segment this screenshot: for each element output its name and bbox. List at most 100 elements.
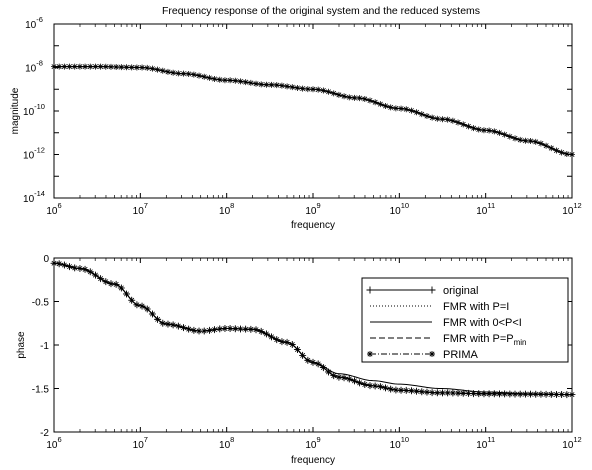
magnitude-marker [434,115,441,122]
magnitude-x-tick-label: 107 [133,201,148,217]
magnitude-y-axis-label: magnitude [10,87,21,134]
phase-marker [310,359,316,366]
magnitude-marker [159,67,166,74]
legend-entries: original FMR with P=I FMR with 0<P<I FMR wi… [366,285,527,361]
phase-marker [325,368,332,375]
phase-marker [408,387,415,394]
magnitude-marker [563,150,570,157]
legend-marker [429,351,435,357]
magnitude-marker [123,64,130,71]
magnitude-marker [258,81,265,88]
phase-y-tick-label: -2 [40,428,49,439]
phase-marker [532,391,539,398]
magnitude-marker [51,63,57,70]
phase-marker [149,311,156,318]
phase-marker [304,357,311,364]
magnitude-marker [496,129,503,136]
phase-y-axis-label: phase [16,331,27,359]
legend-label: FMR with P=Pmin [443,333,527,347]
phase-marker [216,325,223,332]
phase-marker [273,336,280,343]
magnitude-marker [180,70,187,77]
magnitude-x-tick-label: 109 [305,201,320,217]
phase-x-tick-label: 107 [133,435,148,451]
magnitude-marker [92,63,99,70]
magnitude-x-tick-label: 1010 [390,201,409,217]
phase-marker [382,384,389,391]
phase-marker [423,389,430,396]
magnitude-marker [470,125,477,132]
phase-marker [449,390,456,397]
phase-marker [475,390,482,397]
phase-x-tick-label: 1012 [562,435,581,451]
magnitude-marker [491,128,498,135]
phase-marker [201,327,208,334]
phase-marker [320,364,327,371]
legend-label: PRIMA [443,349,479,361]
magnitude-marker [175,70,182,77]
magnitude-plot-frame [53,23,573,199]
magnitude-marker [299,85,306,92]
magnitude-marker [398,105,405,112]
magnitude-marker [387,104,394,111]
phase-panel: 106 107 108 109 1010 1011 1012 -2 -1.5 -1 -0.5 0 fr… [16,254,582,466]
phase-marker [247,326,254,333]
phase-marker [387,386,394,393]
phase-marker [460,390,467,397]
phase-marker [221,325,228,332]
magnitude-marker [232,77,239,84]
phase-y-tick-label: -1 [40,341,49,352]
magnitude-x-tick-label: 106 [46,201,61,217]
phase-marker [76,265,83,272]
phase-marker [227,325,234,332]
magnitude-marker [486,127,493,134]
phase-marker [206,327,213,334]
magnitude-marker [553,147,560,154]
magnitude-x-tick-label: 1011 [476,201,495,217]
magnitude-marker [133,64,140,71]
magnitude-marker [206,74,213,81]
magnitude-marker [361,96,368,103]
magnitude-marker [372,99,379,106]
magnitude-ticks: 106 107 108 109 1010 1011 1012 10-14 10-12 10-10 1… [23,15,582,217]
phase-marker [144,306,151,313]
phase-marker [465,390,472,397]
phase-marker [175,323,182,330]
magnitude-marker [247,79,254,86]
phase-marker [356,379,363,386]
magnitude-marker [118,64,125,71]
phase-marker [118,284,125,291]
magnitude-marker [149,65,156,72]
phase-marker [211,326,218,333]
magnitude-marker [71,63,78,70]
phase-marker [480,390,487,397]
phase-marker [341,374,348,381]
magnitude-marker [284,83,291,90]
magnitude-marker [221,77,228,84]
phase-marker [522,391,529,398]
magnitude-marker [242,79,249,86]
phase-marker [315,360,322,367]
legend-label: original [443,285,478,297]
magnitude-marker [382,102,389,109]
magnitude-marker [315,86,322,93]
magnitude-marker [537,140,544,147]
phase-marker [278,338,285,345]
magnitude-marker [517,136,524,143]
phase-marker [123,290,130,297]
magnitude-marker [102,63,109,70]
phase-marker [418,388,425,395]
phase-x-tick-label: 108 [219,435,234,451]
magnitude-marker [423,113,430,120]
phase-marker [66,263,73,270]
magnitude-marker [548,145,555,152]
magnitude-marker [139,64,146,71]
magnitude-marker [418,111,425,118]
phase-marker [263,330,270,337]
magnitude-y-tick-label: 10-14 [23,189,45,205]
phase-marker [289,341,296,348]
magnitude-marker [196,72,203,79]
phase-y-tick-label: -0.5 [32,298,50,309]
magnitude-marker [211,75,218,82]
magnitude-marker [449,117,456,124]
